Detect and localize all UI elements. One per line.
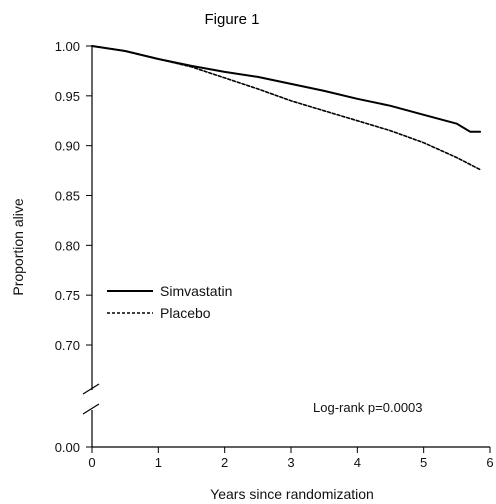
y-tick-label: 1.00	[55, 39, 80, 54]
y-tick-label: 0.90	[55, 139, 80, 154]
legend-label-placebo: Placebo	[160, 305, 211, 321]
x-tick-label: 1	[155, 455, 162, 470]
chart-title: Figure 1	[204, 11, 259, 28]
series-line-placebo	[91, 45, 481, 171]
y-tick-label: 0.85	[55, 189, 80, 204]
series-line-simvastatin	[91, 45, 482, 133]
legend-label-simvastatin: Simvastatin	[160, 283, 232, 299]
series-lines	[91, 45, 482, 171]
x-axis-label: Years since randomization	[210, 486, 374, 502]
y-axis-label: Proportion alive	[10, 198, 26, 295]
legend: Simvastatin Placebo	[107, 283, 232, 321]
y-tick-label: 0.70	[55, 338, 80, 353]
x-tick-label: 3	[287, 455, 294, 470]
x-tick-label: 0	[88, 455, 95, 470]
x-tick-label: 5	[420, 455, 427, 470]
y-axis-break-mark	[82, 383, 100, 395]
y-tick-label: 0.75	[55, 288, 80, 303]
y-axis-break-mark	[82, 403, 100, 415]
y-tick-label: 0.95	[55, 89, 80, 104]
y-tick-label: 0.00	[55, 440, 80, 455]
x-tick-label: 2	[221, 455, 228, 470]
y-tick-label: 0.80	[55, 238, 80, 253]
x-tick-label: 4	[354, 455, 361, 470]
log-rank-annotation: Log-rank p=0.0003	[313, 400, 423, 415]
x-tick-label: 6	[486, 455, 493, 470]
axes: 1.00 0.95 0.90 0.85 0.80 0.75 0.70 0.00 0 1 2 3 4 5 6	[55, 39, 494, 470]
